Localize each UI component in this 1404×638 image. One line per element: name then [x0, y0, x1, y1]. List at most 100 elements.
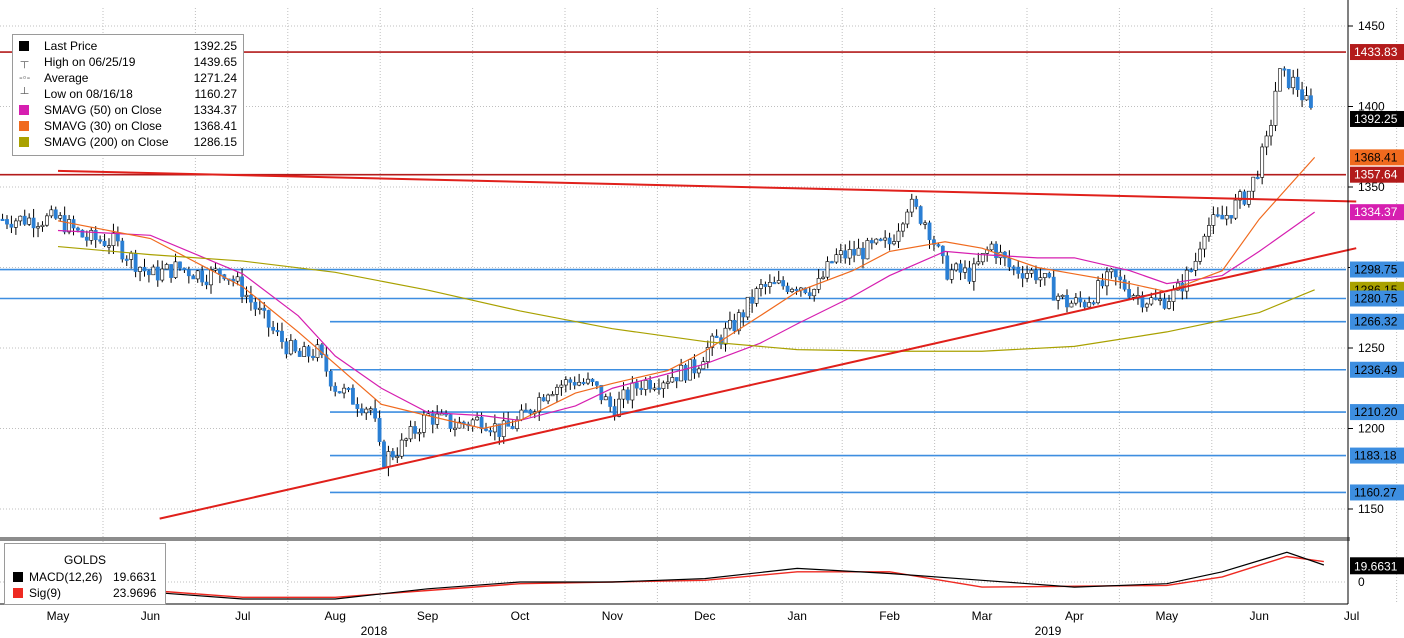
- candle-body: [346, 387, 351, 390]
- y-tick-label: 1150: [1358, 502, 1384, 516]
- candle-body: [1020, 273, 1025, 279]
- candle-body: [377, 417, 382, 443]
- trendline: [159, 247, 1357, 520]
- candle-body: [736, 312, 741, 332]
- candle-body: [422, 414, 426, 433]
- candle-body: [319, 344, 324, 356]
- candle-body: [107, 245, 111, 248]
- candle-body: [492, 423, 497, 433]
- candle-body: [989, 243, 994, 251]
- candle-body: [519, 409, 524, 421]
- candle-body: [1140, 295, 1145, 308]
- candle-body: [1273, 90, 1278, 126]
- candle-body: [1113, 268, 1118, 278]
- y-axis: 115012001250130013501400145001433.831392…: [1347, 0, 1404, 604]
- candle-body: [408, 426, 413, 440]
- candle-body: [22, 215, 27, 225]
- candle-body: [1065, 294, 1069, 308]
- legend-row-low: ┴ Low on 08/16/18 1160.27: [20, 87, 237, 101]
- candle-body: [266, 310, 271, 328]
- candle-body: [657, 387, 661, 390]
- x-month-label: Jul: [1344, 609, 1359, 623]
- candle-body: [297, 350, 302, 357]
- candle-body: [315, 344, 320, 358]
- candle-body: [62, 215, 67, 233]
- filled-square-icon: [19, 41, 29, 51]
- candle-body: [634, 382, 639, 389]
- candle-body: [200, 270, 205, 283]
- candle-body: [945, 255, 950, 280]
- candle-body: [1238, 191, 1242, 201]
- candle-body: [524, 409, 528, 412]
- candle-body: [754, 288, 759, 304]
- y-tick-label: 1350: [1358, 180, 1385, 194]
- candle-body: [204, 281, 209, 286]
- candle-body: [417, 432, 422, 435]
- x-month-label: Apr: [1065, 609, 1084, 623]
- candle-body: [333, 385, 338, 392]
- candle-body: [652, 387, 657, 390]
- value-badge-label: 1392.25: [1354, 112, 1398, 126]
- candle-body: [133, 253, 138, 272]
- macd-line: [57, 551, 1325, 600]
- candle-body: [683, 364, 688, 381]
- candle-body: [430, 413, 435, 425]
- value-badge: [1350, 204, 1404, 221]
- candle-body: [306, 346, 311, 357]
- legend-row-average: -◦- Average 1271.24: [19, 71, 237, 85]
- candle-body: [696, 368, 701, 374]
- candle-body: [932, 239, 936, 245]
- macd-legend: GOLDS MACD(12,26) 19.6631 Sig(9) 23.9696: [4, 543, 166, 605]
- candle-body: [479, 416, 484, 430]
- candle-body: [563, 379, 568, 386]
- candle-body: [151, 266, 156, 276]
- candle-body: [794, 288, 799, 292]
- candle-body: [328, 370, 333, 387]
- candle-body: [1060, 294, 1065, 298]
- candle-body: [617, 398, 621, 417]
- candle-body: [546, 394, 550, 402]
- candle-body: [1011, 266, 1016, 269]
- candle-body: [386, 451, 391, 468]
- candle-body: [1189, 269, 1194, 273]
- value-badge: [1350, 447, 1404, 464]
- candle-body: [528, 409, 533, 414]
- candle-body: [830, 261, 834, 264]
- candle-body: [1264, 135, 1269, 148]
- candle-body: [235, 276, 240, 282]
- candle-body: [58, 215, 63, 219]
- value-badge: [1350, 484, 1404, 501]
- candle-body: [1202, 235, 1207, 250]
- candle-body: [586, 378, 590, 384]
- candle-body: [120, 240, 125, 260]
- candle-body: [98, 239, 103, 242]
- candle-body: [541, 397, 546, 402]
- candle-body: [435, 413, 440, 425]
- candle-body: [838, 250, 843, 255]
- candle-body: [324, 354, 329, 372]
- value-badge: [1350, 149, 1404, 166]
- candle-body: [501, 420, 506, 437]
- candle-body: [1144, 303, 1149, 308]
- candle-body: [980, 253, 985, 263]
- candle-body: [253, 301, 258, 310]
- x-month-label: Jan: [788, 609, 807, 623]
- candle-body: [160, 268, 165, 281]
- ma-line-30: [57, 156, 1316, 430]
- signal-color-square-icon: [13, 588, 23, 598]
- candle-body: [213, 268, 218, 271]
- candle-body: [45, 215, 49, 226]
- value-badge-label: 1280.75: [1354, 291, 1398, 305]
- candle-body: [594, 381, 599, 386]
- candle-body: [971, 263, 976, 282]
- legend-row-sma200: SMAVG (200) on Close 1286.15: [13, 134, 243, 150]
- candle-body: [359, 408, 364, 414]
- candle-body: [142, 266, 147, 272]
- candle-body: [892, 241, 896, 245]
- x-month-label: Aug: [325, 609, 346, 623]
- candle-body: [102, 240, 107, 247]
- candle-body: [368, 408, 373, 411]
- candle-body: [723, 327, 728, 345]
- candle-body: [688, 359, 692, 381]
- candle-body: [878, 238, 883, 241]
